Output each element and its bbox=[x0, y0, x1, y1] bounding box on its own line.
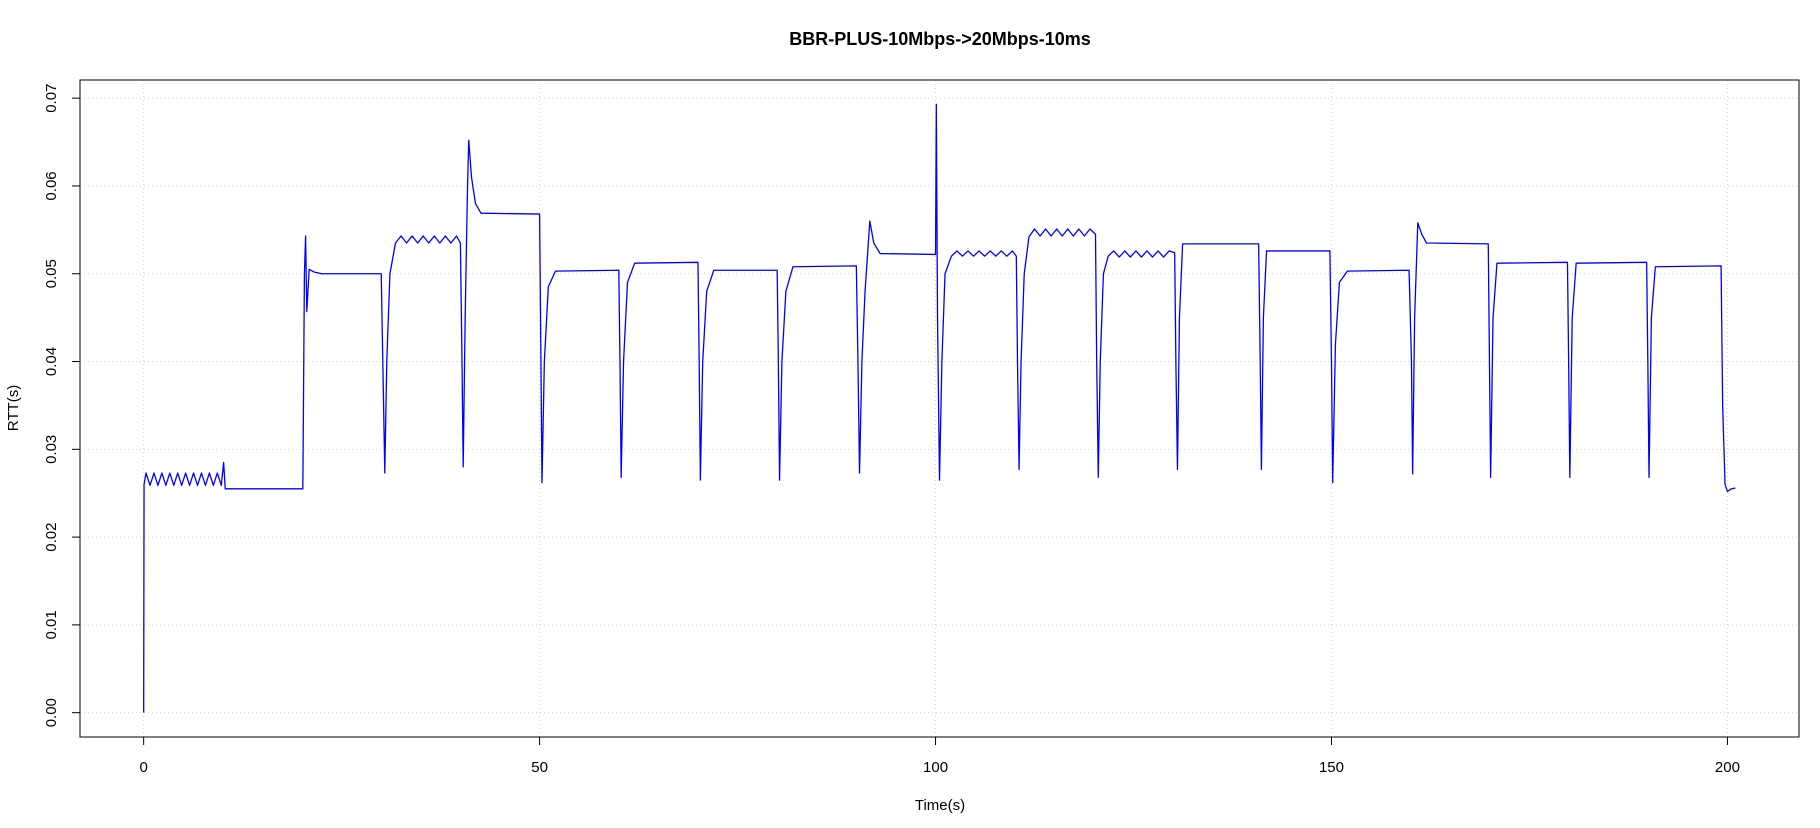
y-tick-label: 0.01 bbox=[43, 610, 60, 639]
y-tick-label: 0.00 bbox=[43, 698, 60, 727]
y-tick-label: 0.06 bbox=[43, 171, 60, 200]
x-tick-label: 150 bbox=[1319, 759, 1344, 776]
y-tick-label: 0.04 bbox=[43, 347, 60, 376]
y-tick-label: 0.05 bbox=[43, 259, 60, 288]
y-tick-label: 0.02 bbox=[43, 523, 60, 552]
x-tick-label: 0 bbox=[139, 759, 147, 776]
plot-frame bbox=[79, 79, 1800, 738]
y-tick-label: 0.03 bbox=[43, 435, 60, 464]
x-tick-label: 50 bbox=[531, 759, 548, 776]
line-series bbox=[143, 103, 1736, 713]
chart-title: BBR-PLUS-10Mbps->20Mbps-10ms bbox=[789, 29, 1091, 49]
x-tick-label: 200 bbox=[1715, 759, 1740, 776]
x-tick-label: 100 bbox=[923, 759, 948, 776]
y-axis-label: RTT(s) bbox=[5, 385, 22, 431]
x-axis-label: Time(s) bbox=[915, 797, 965, 814]
y-tick-label: 0.07 bbox=[43, 84, 60, 113]
